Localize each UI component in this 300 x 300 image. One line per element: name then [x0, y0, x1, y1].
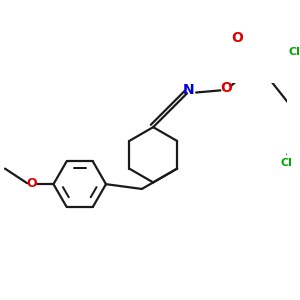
Text: Cl: Cl	[288, 47, 300, 57]
Text: Cl: Cl	[280, 158, 292, 168]
Text: O: O	[232, 31, 243, 45]
Text: N: N	[183, 83, 195, 98]
Text: O: O	[220, 81, 232, 95]
Text: O: O	[27, 177, 37, 190]
